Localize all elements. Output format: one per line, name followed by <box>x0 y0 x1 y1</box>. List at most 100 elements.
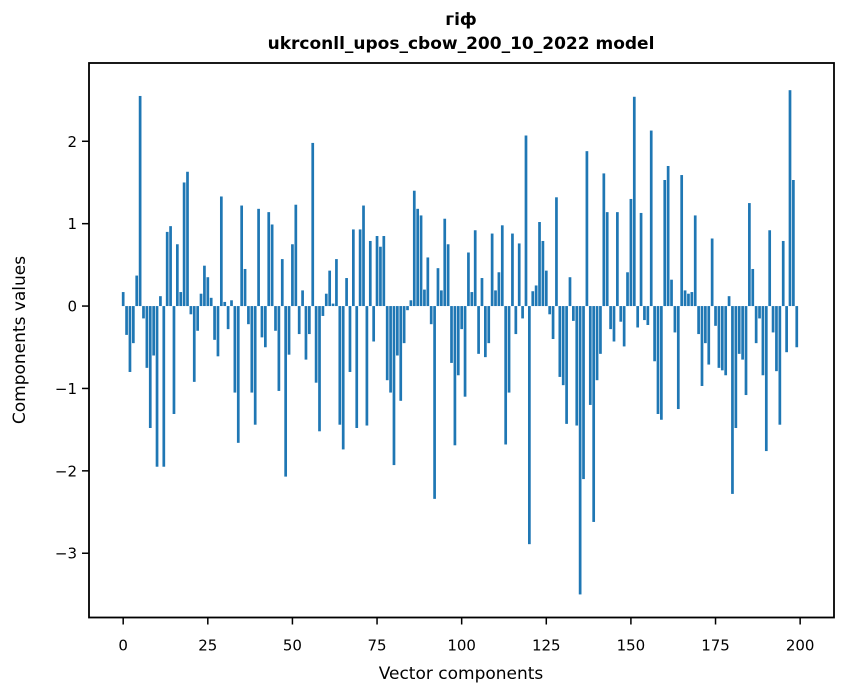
chart-title: гіф <box>445 10 477 30</box>
bar <box>467 252 470 307</box>
x-tick-label: 75 <box>368 637 387 655</box>
bar <box>504 306 508 445</box>
bar <box>324 293 328 307</box>
bar <box>788 90 792 307</box>
bar <box>179 292 183 307</box>
bar <box>626 272 629 307</box>
bar <box>714 306 717 326</box>
bar <box>243 268 247 307</box>
bar <box>280 259 284 307</box>
bar <box>385 306 389 381</box>
bar <box>646 306 650 326</box>
bar <box>284 306 288 477</box>
bar <box>555 197 558 307</box>
x-axis-ticks: 0 25 50 75 100 125 150 175 200 <box>118 617 814 655</box>
bar <box>240 205 244 307</box>
bar <box>572 306 575 321</box>
bar <box>578 306 582 595</box>
bar <box>676 306 680 410</box>
bar <box>192 306 196 382</box>
bar <box>287 306 291 355</box>
bar <box>731 306 734 494</box>
bar <box>771 306 775 333</box>
bar <box>450 306 453 363</box>
bar <box>768 230 772 307</box>
bar <box>690 292 694 307</box>
bar <box>612 306 616 342</box>
bar <box>585 151 589 307</box>
bar <box>565 306 568 424</box>
bar <box>392 306 396 466</box>
bar <box>534 285 538 307</box>
bar <box>131 306 135 344</box>
bar <box>128 306 132 372</box>
bar <box>355 306 359 428</box>
x-tick-label: 25 <box>198 637 217 655</box>
bar <box>697 306 700 335</box>
bar <box>169 226 172 307</box>
bar <box>663 180 667 307</box>
bar <box>148 306 152 428</box>
bar <box>338 306 342 425</box>
bar <box>561 306 565 386</box>
bar <box>223 301 227 307</box>
bar <box>341 306 345 450</box>
bar <box>189 306 193 315</box>
bar <box>372 306 376 342</box>
bar <box>490 233 494 307</box>
bar <box>673 306 677 333</box>
bar <box>609 306 612 330</box>
y-axis-ticks: 2 1 0 −1 −2 −3 <box>55 133 89 563</box>
bar <box>605 212 609 307</box>
bar <box>328 270 332 307</box>
bar <box>754 306 758 344</box>
bar <box>348 306 352 372</box>
bar <box>203 265 206 307</box>
bar <box>656 306 660 414</box>
bar <box>440 290 443 307</box>
bar <box>575 306 579 426</box>
bar <box>616 212 619 307</box>
bar <box>511 233 514 307</box>
bar <box>219 196 223 307</box>
bar <box>186 171 189 307</box>
bar <box>233 306 237 393</box>
bar <box>297 306 301 335</box>
chart-subtitle: ukrconll_upos_cbow_200_10_2022 model <box>268 34 655 54</box>
bar <box>592 306 596 522</box>
bar <box>531 291 535 307</box>
bar <box>433 306 436 499</box>
bar <box>470 292 474 307</box>
bar <box>460 306 464 330</box>
x-tick-label: 50 <box>283 637 302 655</box>
bar <box>551 306 555 340</box>
bar <box>396 306 399 356</box>
bar <box>737 306 741 354</box>
bar <box>477 306 480 354</box>
bar <box>636 306 640 328</box>
bar <box>456 306 460 376</box>
x-tick-label: 125 <box>532 637 561 655</box>
bar <box>717 306 721 368</box>
bar <box>152 306 156 356</box>
y-tick-label: 2 <box>67 133 77 151</box>
bar <box>521 306 524 319</box>
bar <box>758 306 761 319</box>
plot-frame <box>88 62 835 619</box>
bar <box>538 222 541 307</box>
bar <box>335 259 338 307</box>
bar <box>216 306 220 357</box>
bar <box>196 306 200 331</box>
bar <box>795 306 799 348</box>
bar <box>375 236 379 307</box>
bar <box>670 279 673 307</box>
bar <box>558 306 562 377</box>
bar <box>121 292 125 307</box>
bar <box>792 180 795 307</box>
bars-group <box>121 90 799 595</box>
bar <box>588 306 592 405</box>
bar <box>382 236 386 307</box>
bar <box>429 306 433 325</box>
bar <box>267 212 271 307</box>
